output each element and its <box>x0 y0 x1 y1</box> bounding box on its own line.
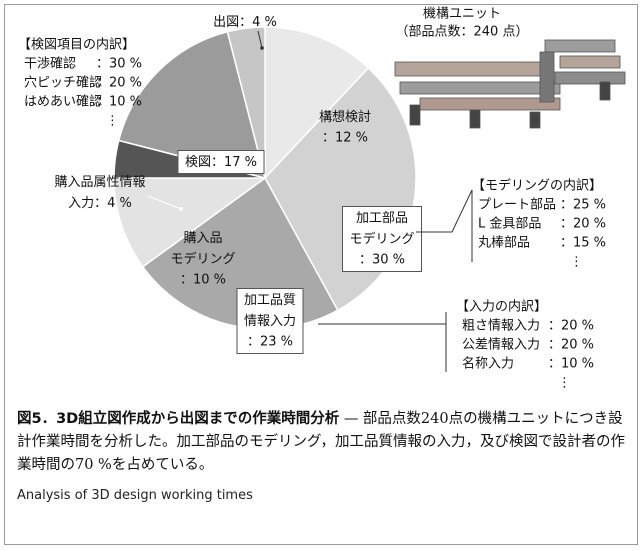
caption-title: 図5．3D組立図作成から出図までの作業時間分析 <box>17 411 339 427</box>
breakdown-item: 丸棒部品 <box>478 236 530 251</box>
breakdown-item: 公差情報入力 <box>462 338 540 353</box>
breakdown-more: ⋮ <box>106 114 119 129</box>
slice-label-line: 購入品属性情報 <box>54 175 145 190</box>
slice-label-line: 構想検討 <box>319 109 371 125</box>
breakdown-item: 粗さ情報入力 <box>462 319 540 334</box>
breakdown-value: ：20 % <box>548 338 594 353</box>
slice-label-line: モデリング <box>349 231 414 247</box>
unit-count: （部品点数：240 点） <box>396 25 529 40</box>
slice-label-line: 入力：4 % <box>68 196 132 211</box>
breakdown-more: ⋮ <box>558 376 571 391</box>
slice-label-line: モデリング <box>170 251 235 267</box>
value-label: ：23 % <box>247 335 293 350</box>
pie <box>114 27 416 329</box>
value-label: ：4 % <box>94 196 132 211</box>
leader-dot <box>260 46 264 50</box>
breakdown-value: ：30 % <box>96 57 142 72</box>
breakdown-value: ：20 % <box>96 76 142 91</box>
category-label: 出図 <box>213 15 239 30</box>
breakdown-item: 穴ピッチ確認 <box>24 75 102 91</box>
breakdown-title: 【モデリングの内訳】 <box>472 178 602 194</box>
category-label: 加工品質 <box>244 293 296 308</box>
breakdown-item: L 金具部品 <box>478 216 541 232</box>
value-label: ：17 % <box>211 155 257 170</box>
category-label: 構想検討 <box>319 109 371 125</box>
slice-label-line: 加工部品 <box>356 211 408 226</box>
breakdown-value: ：10 % <box>548 357 594 372</box>
category-label: モデリング <box>349 231 414 247</box>
page: 機構ユニット （部品点数：240 点） 構想検討 ：12 % 加工部品モデリング ：3… <box>0 0 644 551</box>
category-label: 検図 <box>185 155 211 170</box>
breakdown-more: ⋮ <box>570 255 583 270</box>
category-label: 加工部品 <box>356 211 408 226</box>
unit-title: 機構ユニット <box>423 7 501 22</box>
category-label: 購入品 <box>183 231 222 246</box>
breakdown-value: ：15 % <box>560 236 606 251</box>
slice-label-line: 出図：4 % <box>213 15 277 30</box>
breakdown-item: はめあい確認 <box>24 94 102 110</box>
category-label: モデリング <box>170 251 235 267</box>
value-label: ：30 % <box>359 253 405 268</box>
value-label: ：12 % <box>322 131 368 146</box>
category-label: 情報入力 <box>244 314 296 329</box>
slice-label: 検図：17 % <box>178 151 264 174</box>
breakdown-item: 干渉確認 <box>24 56 76 72</box>
category-label: 入力 <box>68 196 94 211</box>
slice-label-line: 加工品質 <box>244 293 296 308</box>
caption-english: Analysis of 3D design working times <box>17 488 253 503</box>
slice-label: 出図：4 % <box>213 15 277 30</box>
breakdown-item: 名称入力 <box>462 356 514 372</box>
leader-line <box>318 312 446 372</box>
breakdown-value: ：25 % <box>560 198 606 213</box>
breakdown-value: ：10 % <box>96 95 142 110</box>
breakdown-value: ：20 % <box>548 319 594 334</box>
slice-label-line: 検図：17 % <box>185 155 257 170</box>
breakdown-title: 【入力の内訳】 <box>456 299 547 315</box>
value-label: ：10 % <box>180 273 226 288</box>
unit-illustration <box>395 40 625 128</box>
value-label: ：4 % <box>239 15 277 30</box>
slice-label-line: 購入品 <box>183 231 222 246</box>
caption: 図5．3D組立図作成から出図までの作業時間分析 — 部品点数240点の機構ユニッ… <box>17 408 627 477</box>
category-label: 購入品属性情報 <box>54 175 145 190</box>
leader-dot <box>179 207 183 211</box>
slice-label-line: 情報入力 <box>244 314 296 329</box>
leader-line <box>416 190 472 262</box>
breakdown-value: ：20 % <box>560 217 606 232</box>
breakdown-title: 【検図項目の内訳】 <box>18 37 135 53</box>
breakdown-item: プレート部品 <box>478 198 556 213</box>
